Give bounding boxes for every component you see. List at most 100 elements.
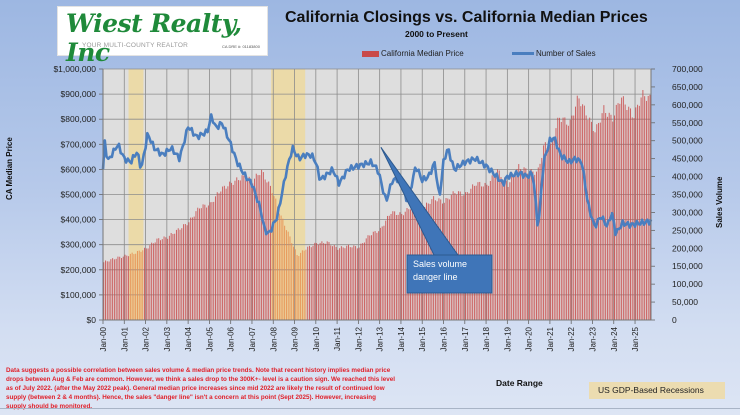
y-tick-label-left: $300,000 bbox=[61, 240, 97, 250]
price-bar bbox=[177, 228, 179, 320]
price-bar bbox=[214, 196, 216, 320]
price-bar bbox=[511, 175, 513, 320]
price-bar bbox=[628, 106, 630, 320]
price-bar bbox=[220, 191, 222, 320]
price-bar bbox=[587, 120, 589, 320]
callout-line-1: Sales volume bbox=[413, 259, 468, 269]
price-bar bbox=[245, 180, 247, 320]
price-bar bbox=[300, 252, 302, 320]
price-bar bbox=[252, 183, 254, 320]
x-tick-label: Jan-06 bbox=[227, 326, 236, 351]
price-bar bbox=[103, 262, 105, 320]
price-bar bbox=[339, 248, 341, 320]
price-bar bbox=[622, 96, 624, 320]
price-bar bbox=[514, 175, 516, 320]
price-bar bbox=[112, 258, 114, 320]
price-bar bbox=[254, 178, 255, 320]
price-bar bbox=[629, 108, 631, 320]
price-bar bbox=[498, 170, 500, 320]
logo-tagline: YOUR MULTI-COUNTY REALTOR bbox=[82, 42, 189, 49]
price-bar bbox=[301, 250, 303, 320]
price-bar bbox=[135, 253, 137, 320]
price-bar bbox=[105, 260, 107, 320]
x-tick-label: Jan-21 bbox=[546, 326, 555, 351]
price-bar bbox=[211, 202, 213, 320]
price-bar bbox=[106, 261, 108, 320]
price-bar bbox=[291, 243, 293, 320]
y-tick-label-left: $400,000 bbox=[61, 215, 97, 225]
price-bar bbox=[557, 117, 559, 320]
x-tick-label: Jan-16 bbox=[440, 326, 449, 351]
price-bar bbox=[642, 90, 644, 320]
price-bar bbox=[223, 185, 225, 320]
price-bar bbox=[241, 175, 243, 320]
price-bar bbox=[308, 245, 310, 320]
price-bar bbox=[534, 174, 536, 320]
price-bar bbox=[585, 115, 587, 320]
price-bar bbox=[567, 125, 569, 320]
price-bar bbox=[319, 242, 321, 320]
price-bar bbox=[344, 248, 346, 320]
price-bar bbox=[516, 169, 518, 320]
price-bar bbox=[473, 185, 475, 320]
price-bar bbox=[349, 247, 351, 320]
x-tick-label: Jan-10 bbox=[312, 326, 321, 351]
price-bar bbox=[168, 235, 170, 320]
x-tick-label: Jan-09 bbox=[291, 326, 300, 351]
price-bar bbox=[489, 180, 491, 320]
y-tick-label-left: $200,000 bbox=[61, 265, 97, 275]
price-bar bbox=[158, 238, 160, 320]
price-bar bbox=[204, 204, 206, 320]
price-bar bbox=[314, 242, 316, 320]
price-bar bbox=[582, 104, 584, 320]
price-bar bbox=[381, 226, 383, 320]
x-axis-label: Date Range bbox=[496, 378, 543, 388]
price-bar bbox=[119, 256, 121, 320]
x-tick-label: Jan-05 bbox=[205, 326, 214, 351]
price-bar bbox=[504, 177, 506, 320]
y-tick-label-right: 150,000 bbox=[672, 261, 703, 271]
price-bar bbox=[268, 181, 270, 320]
y-tick-label-left: $1,000,000 bbox=[53, 64, 96, 74]
price-bar bbox=[548, 147, 550, 320]
price-bar bbox=[404, 211, 406, 320]
price-bar bbox=[257, 175, 259, 320]
price-bar bbox=[376, 232, 378, 320]
price-bar bbox=[505, 180, 507, 320]
price-bar bbox=[378, 231, 380, 320]
callout-line-2: danger line bbox=[413, 272, 458, 282]
price-bar bbox=[617, 103, 619, 320]
price-bar bbox=[294, 249, 296, 320]
price-bar bbox=[553, 137, 555, 320]
price-bar bbox=[635, 107, 637, 321]
price-bar bbox=[175, 229, 177, 320]
price-bar bbox=[305, 249, 307, 320]
price-bar bbox=[337, 249, 339, 320]
price-bar bbox=[372, 231, 374, 320]
price-bar bbox=[619, 103, 621, 320]
price-bar bbox=[206, 207, 208, 320]
price-bar bbox=[216, 192, 218, 320]
logo-name: Wiest Realty, Inc bbox=[66, 9, 242, 67]
price-bar bbox=[520, 169, 522, 320]
y-tick-label-left: $500,000 bbox=[61, 190, 97, 200]
logo-license: CA DRE #: 01183800 bbox=[222, 44, 260, 49]
price-bar bbox=[649, 94, 651, 321]
price-bar bbox=[218, 193, 220, 320]
x-tick-label: Jan-01 bbox=[120, 326, 129, 351]
price-bar bbox=[330, 245, 332, 320]
price-bar bbox=[138, 250, 140, 320]
price-bar bbox=[195, 211, 197, 320]
price-bar bbox=[348, 244, 349, 320]
y-tick-label-left: $0 bbox=[87, 315, 97, 325]
y-tick-label-right: 550,000 bbox=[672, 118, 703, 128]
price-bar bbox=[262, 172, 264, 320]
price-bar bbox=[307, 246, 309, 320]
price-bar bbox=[264, 179, 266, 320]
price-bar bbox=[530, 169, 532, 320]
legend-label: California Median Price bbox=[381, 49, 464, 58]
price-bar bbox=[269, 185, 271, 320]
price-bar bbox=[284, 225, 286, 320]
legend-bar-swatch bbox=[362, 50, 379, 57]
price-bar bbox=[243, 175, 245, 320]
